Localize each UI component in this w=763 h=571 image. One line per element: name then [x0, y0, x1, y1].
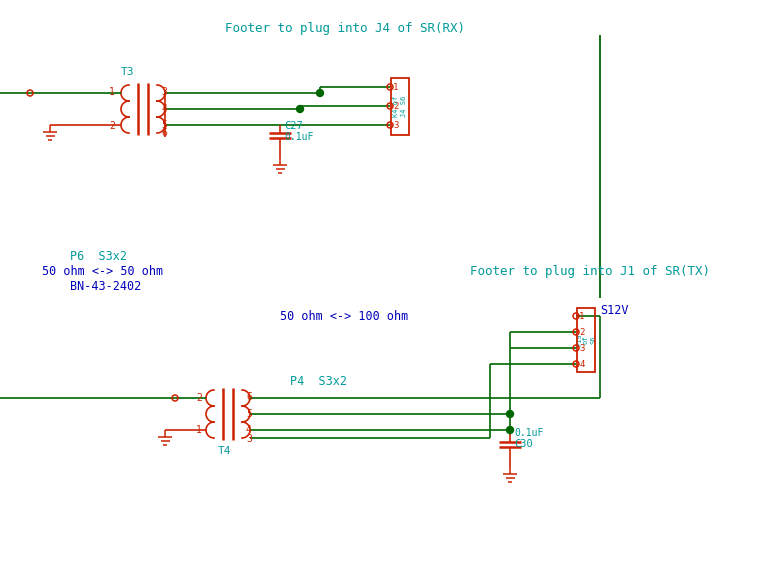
- Circle shape: [507, 411, 513, 417]
- Text: 2: 2: [109, 121, 115, 131]
- Text: 2: 2: [579, 328, 584, 337]
- Text: 4: 4: [161, 104, 167, 114]
- Text: 4: 4: [246, 425, 252, 435]
- Circle shape: [507, 427, 513, 433]
- Text: 3: 3: [579, 344, 584, 353]
- Text: P4  S3x2: P4 S3x2: [290, 375, 347, 388]
- Text: 3: 3: [246, 434, 252, 444]
- Text: 50 ohm <-> 100 ohm: 50 ohm <-> 100 ohm: [280, 310, 408, 323]
- Text: 5: 5: [246, 409, 252, 419]
- Text: Footer to plug into J1 of SR(TX): Footer to plug into J1 of SR(TX): [470, 265, 710, 278]
- Text: 1: 1: [109, 87, 115, 97]
- Text: C27: C27: [284, 121, 303, 131]
- Text: 2: 2: [393, 102, 398, 111]
- Text: 1: 1: [393, 83, 398, 92]
- Text: 0.1uF: 0.1uF: [514, 428, 543, 438]
- Bar: [391, 78, 409, 135]
- Circle shape: [317, 90, 324, 96]
- Text: 2: 2: [196, 393, 202, 403]
- Text: BN-43-2402: BN-43-2402: [70, 280, 141, 293]
- Text: 6: 6: [161, 128, 167, 138]
- Text: 3: 3: [393, 121, 398, 130]
- Text: P6  S3x2: P6 S3x2: [70, 250, 127, 263]
- Circle shape: [297, 106, 304, 112]
- Text: 0.1uF: 0.1uF: [284, 132, 314, 142]
- Text: 5: 5: [161, 120, 167, 130]
- Text: 3: 3: [161, 87, 167, 97]
- Bar: [577, 308, 595, 372]
- Text: 1: 1: [196, 425, 202, 435]
- Text: 1: 1: [579, 312, 584, 321]
- Text: P19
of
S6: P19 of S6: [576, 333, 596, 347]
- Text: 6: 6: [246, 392, 252, 402]
- Text: 50 ohm <-> 50 ohm: 50 ohm <-> 50 ohm: [42, 265, 163, 278]
- Text: S12V: S12V: [600, 304, 629, 317]
- Text: 4: 4: [579, 360, 584, 369]
- Text: C30: C30: [514, 439, 533, 449]
- Text: T4: T4: [218, 446, 231, 456]
- Text: K4 of
J4 S6: K4 of J4 S6: [394, 96, 407, 117]
- Text: Footer to plug into J4 of SR(RX): Footer to plug into J4 of SR(RX): [225, 22, 465, 35]
- Text: T3: T3: [121, 67, 134, 77]
